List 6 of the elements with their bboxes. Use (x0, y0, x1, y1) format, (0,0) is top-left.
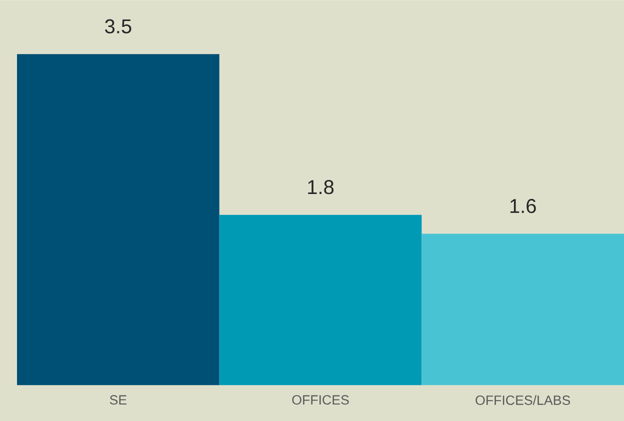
x-tick-label: OFFICES (292, 395, 349, 405)
x-tick-label: OFFICES/LABS (476, 395, 570, 405)
data-label: 1.6 (510, 198, 536, 214)
x-tick-label: SE (110, 395, 126, 405)
data-label: 1.8 (308, 180, 334, 194)
data-label: 3.5 (105, 19, 132, 34)
